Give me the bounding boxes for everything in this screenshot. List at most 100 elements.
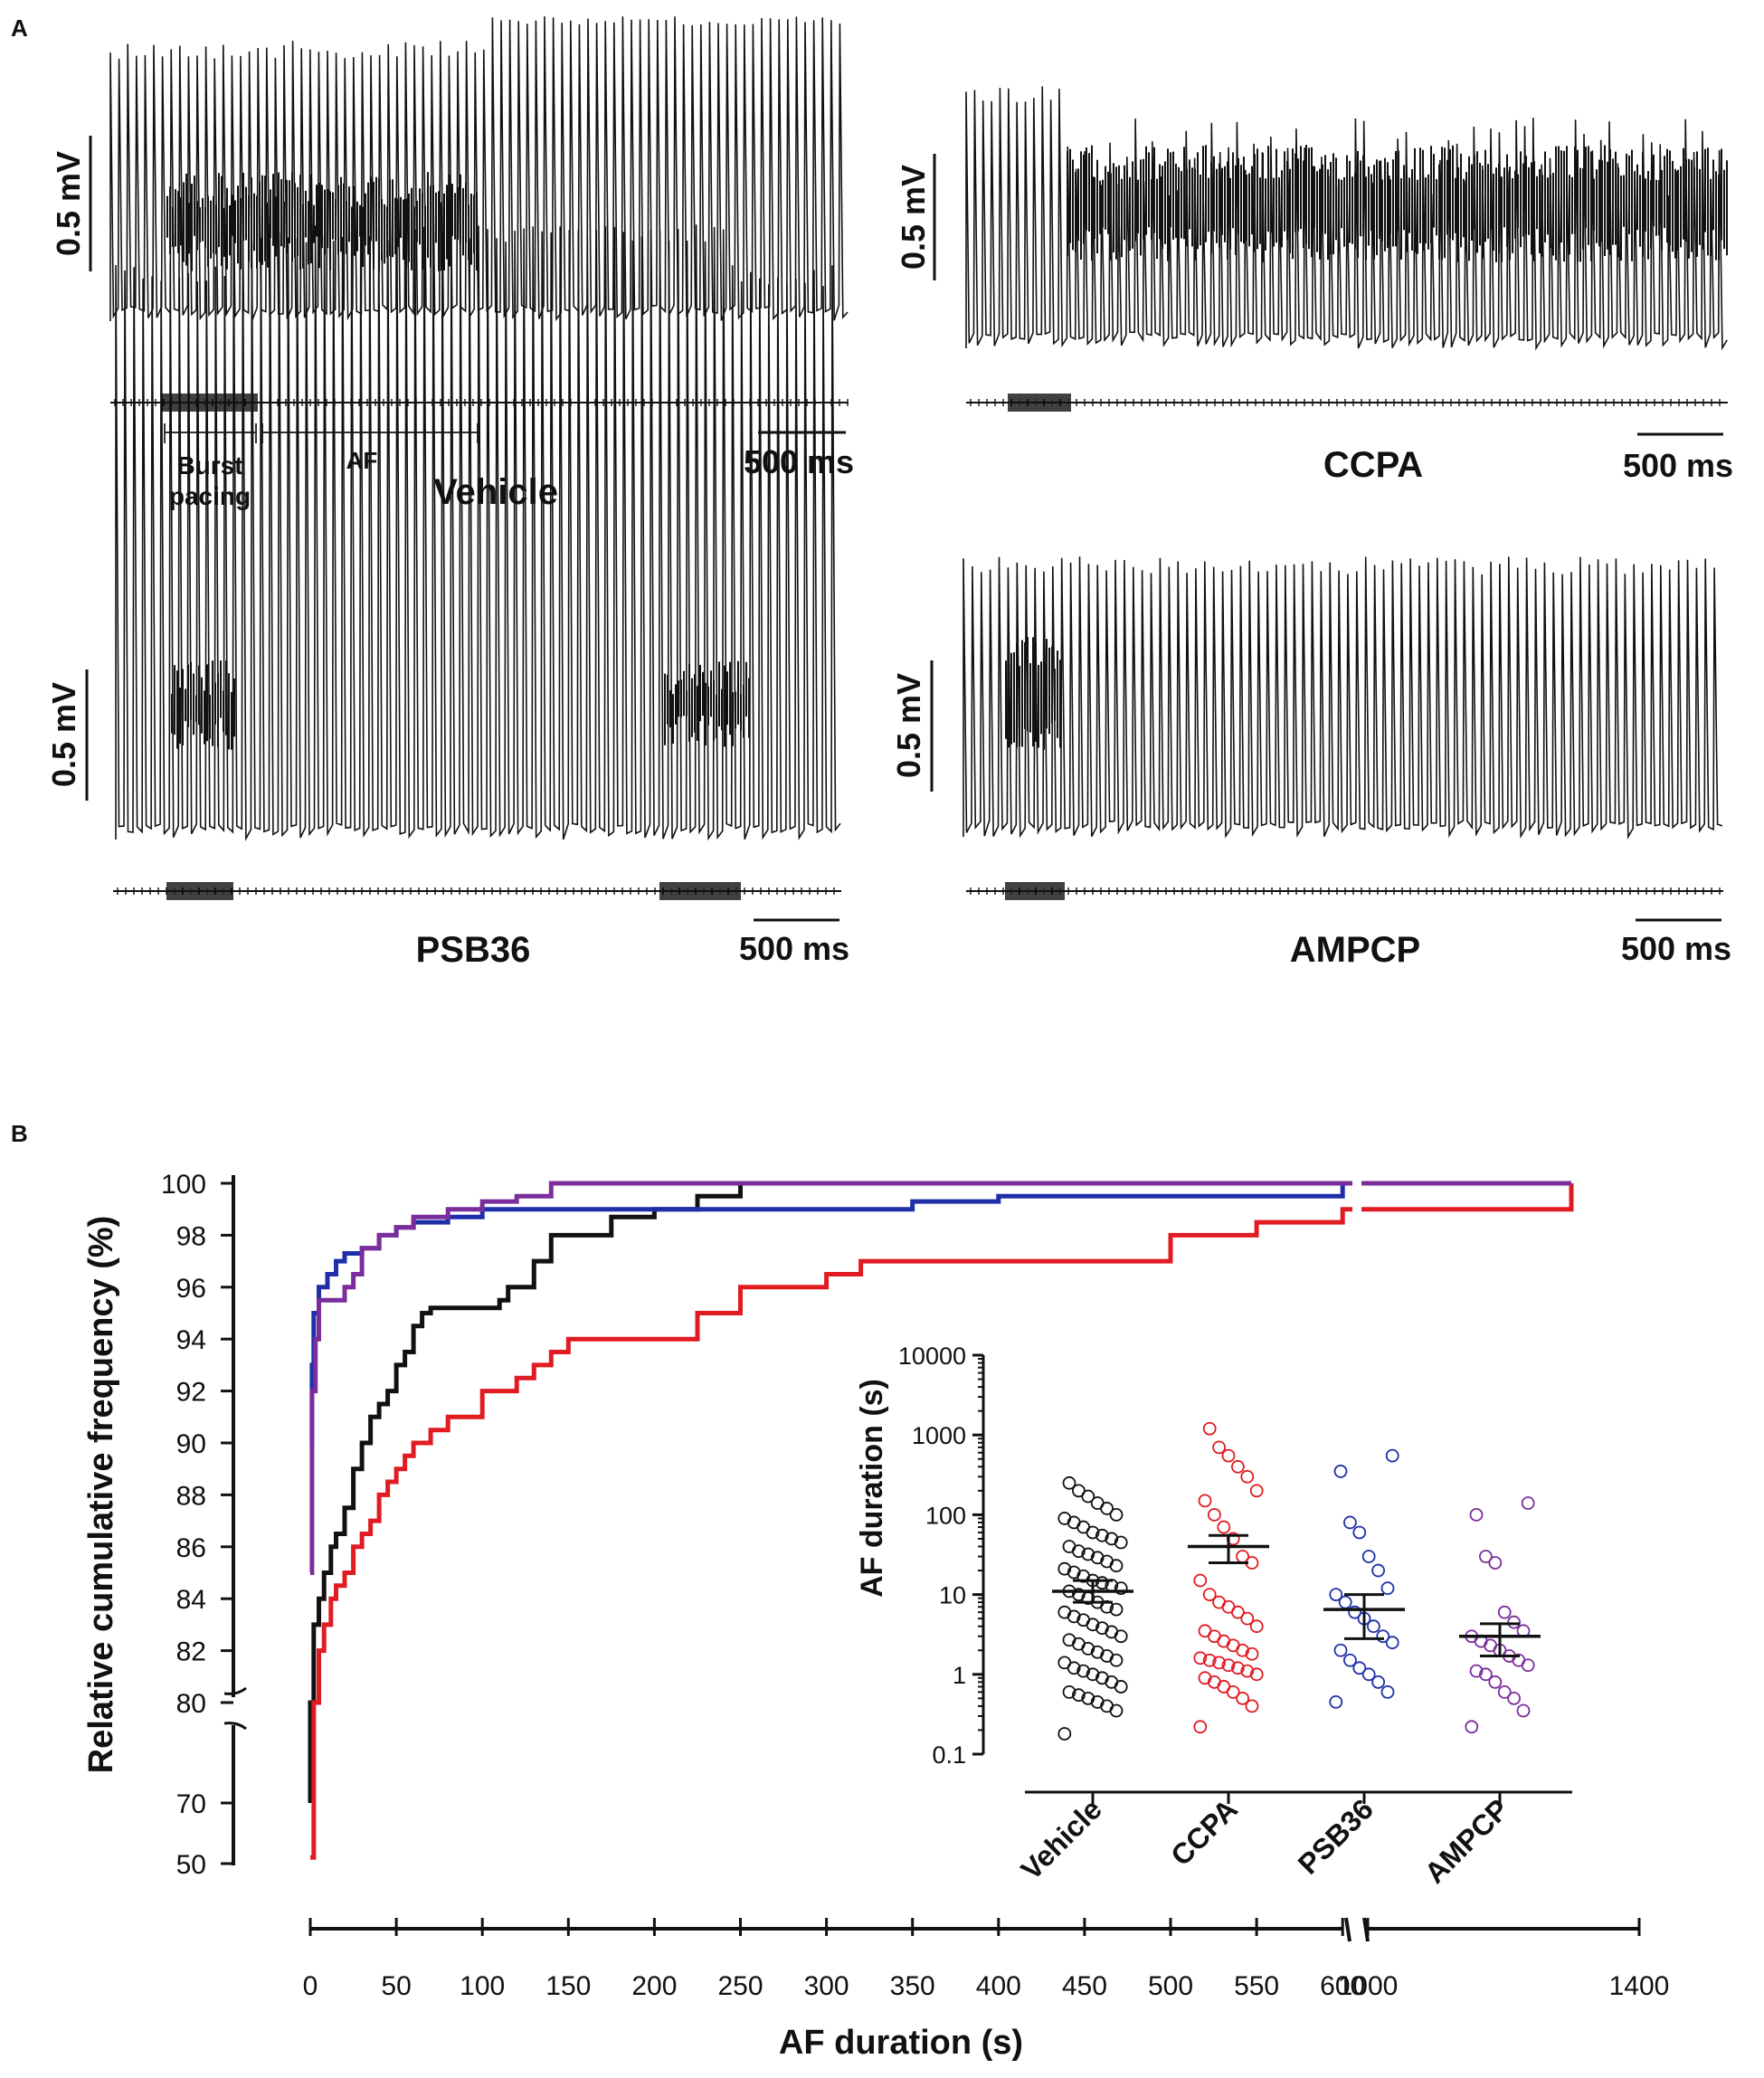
data-point-psb36 [1352, 1525, 1367, 1540]
data-point-ccpa [1198, 1494, 1212, 1508]
segment-markers: Burst pacing AF [164, 423, 479, 510]
y-tick-label: 100 [161, 1170, 206, 1200]
data-point-vehicle [1072, 1588, 1086, 1601]
trace-ccpa: 0.5 mV 500 ms CCPA [895, 86, 1733, 485]
inset-y-tick-label: 0.1 [932, 1741, 966, 1769]
y-tick-label: 98 [176, 1221, 206, 1251]
data-point-vehicle [1095, 1621, 1109, 1636]
data-point-ampcp [1497, 1605, 1512, 1619]
data-point-psb36 [1343, 1653, 1357, 1667]
data-point-psb36 [1376, 1629, 1390, 1644]
data-point-ccpa [1212, 1440, 1226, 1455]
y-tick-label: 82 [176, 1637, 206, 1667]
stim-channel-ampcp [966, 882, 1723, 900]
data-point-ampcp [1507, 1691, 1521, 1705]
line-break-gap [1352, 1167, 1361, 1212]
y-tick-label: 92 [176, 1378, 206, 1408]
data-point-psb36 [1385, 1448, 1399, 1463]
stim-ticks [114, 399, 849, 406]
y-tick-label: 86 [176, 1533, 206, 1563]
data-point-ampcp [1507, 1615, 1521, 1629]
data-point-vehicle [1095, 1576, 1109, 1590]
voltage-scale-label-psb36: 0.5 mV [45, 682, 82, 787]
x-tick-label: 600 [1320, 1971, 1365, 2001]
data-point-psb36 [1333, 1643, 1348, 1657]
data-point-ccpa [1240, 1469, 1255, 1484]
cumulative-line-ampcp [309, 1181, 1571, 1575]
data-point-vehicle [1057, 1656, 1072, 1670]
x-axis-break [1344, 1917, 1370, 1942]
data-point-vehicle [1109, 1602, 1124, 1617]
voltage-scale-label-vehicle: 0.5 mV [50, 151, 87, 256]
data-point-ampcp [1521, 1496, 1535, 1510]
inset-category-label: PSB36 [1292, 1792, 1380, 1880]
x-tick-label: 1400 [1609, 1971, 1670, 2001]
panel-b-label: B [11, 1120, 28, 1147]
scatter-axes: 0.1 1 10 100 1000 10000 Vehicle CCPA PSB36 AMPCP [898, 1343, 1572, 1890]
data-point-ccpa [1245, 1699, 1259, 1713]
ecg-trace-ampcp [963, 556, 1723, 840]
data-point-ccpa [1198, 1671, 1212, 1685]
data-point-ccpa [1217, 1520, 1231, 1534]
data-point-ccpa [1236, 1550, 1249, 1563]
x-tick-label: 100 [460, 1971, 505, 2001]
time-scale-label-ampcp: 500 ms [1621, 930, 1731, 967]
panel-a: A 0.5 mV 500 ms Burst pacing AF Vehicle [11, 14, 1733, 970]
x-tick-label: 300 [804, 1971, 849, 2001]
data-point-ccpa [1231, 1661, 1245, 1675]
x-tick-label: 400 [976, 1971, 1021, 2001]
data-point-ampcp [1488, 1675, 1503, 1689]
inset-y-tick-label: 1 [953, 1662, 966, 1689]
data-point-ccpa [1221, 1448, 1236, 1463]
stim-burst [166, 882, 233, 900]
data-point-vehicle [1090, 1645, 1105, 1659]
data-point-psb36 [1361, 1550, 1376, 1563]
trace-name-psb36: PSB36 [416, 930, 531, 970]
data-point-vehicle [1062, 1540, 1076, 1553]
ecg-waveform [115, 224, 841, 841]
data-point-vehicle [1090, 1551, 1105, 1565]
voltage-scale-label-ampcp: 0.5 mV [890, 673, 927, 778]
fibrillation-activity [1067, 145, 1728, 262]
panel-a-label: A [11, 14, 28, 42]
data-point-ccpa [1240, 1611, 1255, 1626]
cumulative-line-ccpa [310, 1183, 1574, 1860]
cumulative-line-psb36 [309, 1181, 1571, 1446]
scatter-points [1052, 1421, 1541, 1741]
stim-burst [1005, 882, 1065, 900]
y-tick-label: 84 [176, 1585, 206, 1615]
data-point-ccpa [1198, 1624, 1212, 1638]
y-tick-label: 80 [176, 1689, 206, 1719]
data-point-psb36 [1371, 1675, 1385, 1689]
ecg-waveform [965, 86, 1728, 351]
ecg-waveform [963, 556, 1723, 840]
data-point-vehicle [1081, 1691, 1095, 1705]
data-point-psb36 [1333, 1465, 1348, 1478]
stim-ticks [970, 887, 1721, 895]
inset-category-label: CCPA [1164, 1792, 1244, 1872]
fibrillation-activity [171, 660, 235, 750]
data-point-psb36 [1329, 1588, 1343, 1601]
data-point-vehicle [1072, 1688, 1086, 1703]
fibrillation-activity [166, 172, 478, 271]
data-point-vehicle [1109, 1508, 1124, 1522]
time-scale-label-ccpa: 500 ms [1623, 447, 1733, 484]
data-point-ccpa [1193, 1573, 1208, 1588]
y-tick-label: 96 [176, 1274, 206, 1304]
x-tick-label: 550 [1234, 1971, 1279, 2001]
cumulative-line-vehicle [308, 1181, 1571, 1803]
data-point-ampcp [1469, 1508, 1484, 1522]
fibrillation-activity [1005, 637, 1061, 750]
data-point-ccpa [1202, 1588, 1217, 1601]
data-point-ccpa [1221, 1658, 1236, 1673]
data-point-vehicle [1057, 1561, 1072, 1576]
data-point-psb36 [1352, 1661, 1367, 1675]
y-axis-label: Relative cumulative frequency (%) [82, 1216, 120, 1774]
data-point-ampcp [1465, 1720, 1479, 1734]
inset-y-tick-label: 1000 [912, 1422, 966, 1449]
data-point-vehicle [1062, 1684, 1076, 1699]
inset-y-tick-label: 100 [925, 1502, 966, 1529]
data-point-ampcp [1516, 1703, 1531, 1718]
